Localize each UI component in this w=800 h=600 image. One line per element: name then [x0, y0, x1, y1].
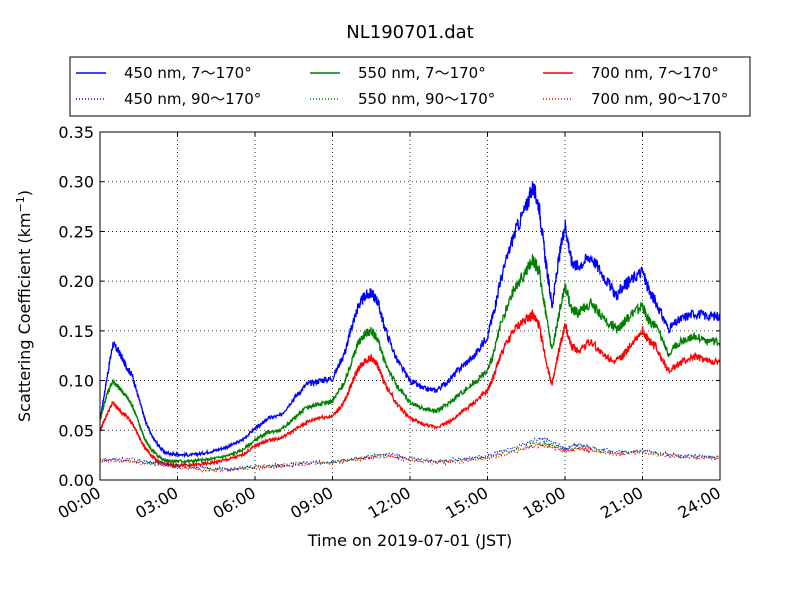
grid [100, 132, 720, 480]
y-tick-label: 0.10 [58, 372, 94, 391]
series-layer [100, 181, 720, 474]
x-axis-label: Time on 2019-07-01 (JST) [307, 531, 512, 550]
x-tick-label: 18:00 [520, 483, 569, 523]
legend: 450 nm, 7～170° 550 nm, 7～170° 700 nm, 7～17… [76, 64, 728, 108]
series-line-2 [100, 309, 720, 469]
x-tick-label: 09:00 [287, 483, 336, 523]
x-tick-label: 21:00 [597, 483, 646, 523]
legend-label: 550 nm, 7～170° [358, 64, 486, 82]
series-line-0 [100, 181, 720, 459]
y-axis-label-main: Scattering Coefficient (km [15, 212, 34, 422]
y-tick-label: 0.05 [58, 421, 94, 440]
y-axis-label-close: ) [15, 190, 34, 196]
y-axis-label-sup: −1 [14, 196, 27, 212]
y-tick-label: 0.20 [58, 272, 94, 291]
y-tick-label: 0.35 [58, 123, 94, 142]
legend-label: 700 nm, 7～170° [591, 64, 719, 82]
x-tick-label: 06:00 [210, 483, 259, 523]
x-tick-label: 12:00 [365, 483, 414, 523]
y-tick-label: 0.25 [58, 222, 94, 241]
chart-title: NL190701.dat [346, 22, 473, 43]
legend-label: 450 nm, 90～170° [124, 90, 261, 108]
y-tick-label: 0.00 [58, 471, 94, 490]
x-tick-label: 03:00 [132, 483, 181, 523]
series-line-1 [100, 254, 720, 465]
legend-label: 450 nm, 7～170° [124, 64, 252, 82]
y-axis-label: Scattering Coefficient (km−1) [14, 190, 34, 422]
series-line-5 [100, 442, 720, 474]
y-tick-label: 0.30 [58, 173, 94, 192]
x-tick-label: 15:00 [442, 483, 491, 523]
x-tick-label: 24:00 [675, 483, 724, 523]
legend-label: 700 nm, 90～170° [591, 90, 728, 108]
y-tick-label: 0.15 [58, 322, 94, 341]
legend-box [69, 56, 751, 117]
legend-label: 550 nm, 90～170° [358, 90, 495, 108]
